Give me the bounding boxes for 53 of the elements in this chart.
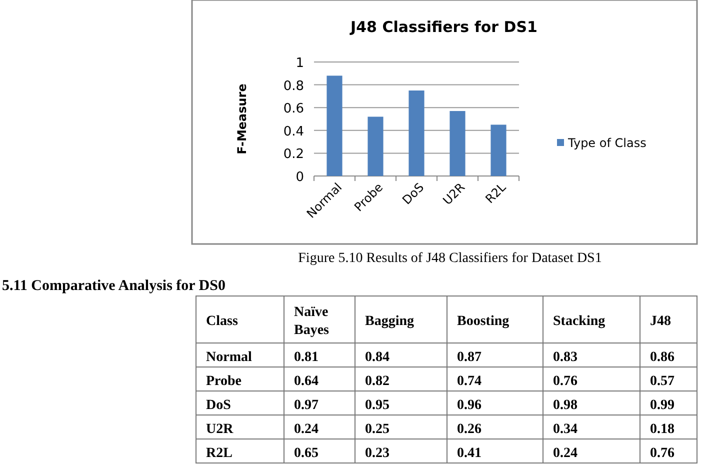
data-label: 0.96 — [457, 398, 482, 413]
data-label: 0.81 — [294, 350, 318, 365]
x-tick-label: Boosting — [457, 314, 510, 329]
data-label: 0.76 — [650, 446, 674, 461]
x-tick-label: Stacking — [553, 314, 606, 329]
data-label: 0.95 — [365, 398, 390, 413]
x-tick-label: Bagging — [365, 314, 414, 329]
y-tick-label: Probe — [206, 374, 242, 389]
data-label: 0.65 — [294, 446, 318, 461]
bar — [450, 111, 466, 176]
data-label: 0.41 — [457, 446, 482, 461]
y-tick-label: 0.8 — [283, 78, 304, 94]
chart-title: J48 Classifiers for DS1 — [350, 18, 538, 36]
y-tick-label: 0.2 — [283, 147, 304, 162]
y-tick-label: 0 — [296, 170, 304, 185]
y-axis-title: F-Measure — [235, 84, 249, 154]
data-label: 0.82 — [365, 374, 390, 389]
caption: Figure 5.10 Results of J48 Classifiers for Dataset DS1 — [298, 251, 602, 266]
data-label: 0.76 — [553, 374, 578, 389]
x-tick-label: Naïve Bayes — [294, 305, 330, 338]
data-label: 0.34 — [553, 422, 578, 437]
data-label: 0.23 — [365, 446, 390, 461]
chart-title: 5.11 Comparative Analysis for DS0 — [2, 278, 226, 294]
y-tick-label: R2L — [206, 446, 232, 461]
legend-label: Type of Class — [567, 136, 646, 150]
bar — [408, 90, 424, 176]
bar — [326, 76, 342, 176]
y-tick-label: 0.6 — [283, 102, 304, 117]
data-label: 0.87 — [457, 350, 482, 365]
bar — [490, 124, 506, 176]
y-tick-label: Normal — [206, 350, 252, 365]
x-tick-label: J48 — [650, 314, 671, 329]
data-label: 0.25 — [365, 422, 390, 437]
y-tick-label: U2R — [206, 422, 234, 437]
data-label: 0.97 — [294, 398, 318, 413]
y-tick-label: 0.4 — [283, 124, 304, 140]
data-label: 0.26 — [457, 422, 482, 437]
data-label: 0.24 — [294, 422, 318, 437]
data-label: 0.84 — [365, 350, 390, 365]
bar — [368, 116, 384, 176]
data-label: 0.83 — [553, 350, 578, 365]
data-label: 0.74 — [457, 374, 482, 389]
x-tick-label: R2L — [482, 180, 509, 206]
data-label: 0.24 — [553, 446, 578, 461]
data-label: 0.99 — [650, 398, 674, 413]
y-tick-label: 1 — [296, 56, 304, 71]
data-label: 0.57 — [650, 374, 674, 389]
y-tick-label: DoS — [206, 398, 232, 413]
data-label: 0.98 — [553, 398, 578, 413]
data-label: 0.18 — [650, 422, 674, 437]
y-axis-title: Class — [206, 314, 238, 329]
data-label: 0.86 — [650, 350, 674, 365]
data-label: 0.64 — [294, 374, 318, 389]
